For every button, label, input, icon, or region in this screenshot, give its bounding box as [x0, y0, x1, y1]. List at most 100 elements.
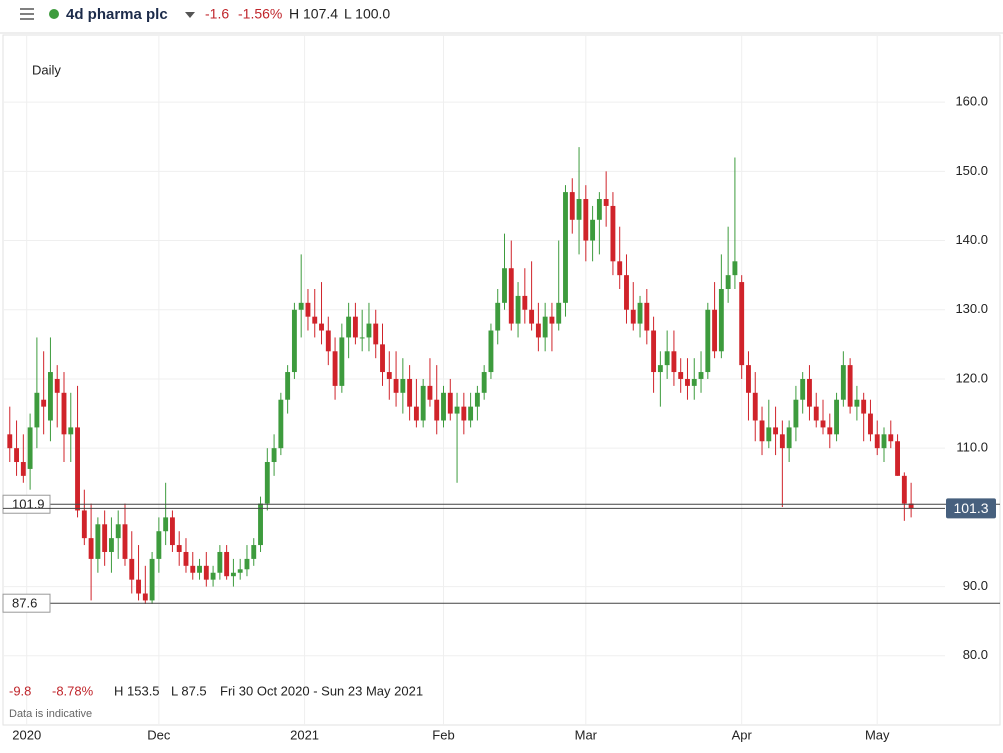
x-tick-label: Apr: [732, 727, 753, 742]
candle-body: [644, 302, 650, 331]
candle-body: [393, 378, 399, 393]
candle-body: [820, 420, 826, 428]
candle-body: [474, 392, 480, 407]
candle-body: [488, 330, 494, 373]
candle-body: [508, 268, 514, 324]
candle-body: [319, 323, 324, 331]
x-tick-label: 2020: [12, 727, 41, 742]
candle-body: [359, 337, 365, 339]
candle-body: [81, 510, 87, 539]
header-change: -1.6: [205, 6, 229, 22]
candle-body: [305, 302, 311, 317]
footer-change: -9.8: [9, 683, 31, 698]
candle-body: [129, 558, 135, 580]
candle-body: [380, 344, 385, 373]
price-label-box: [2, 593, 51, 613]
candle-body: [569, 192, 575, 220]
candle-body: [441, 392, 446, 421]
candle-body: [142, 593, 148, 601]
dropdown-arrow[interactable]: [185, 12, 195, 18]
menu-icon[interactable]: [20, 8, 34, 20]
candle-body: [746, 365, 751, 393]
candle-body: [447, 392, 453, 414]
candle-body: [420, 385, 426, 421]
candle-body: [285, 372, 291, 400]
instrument-name[interactable]: 4d pharma plc: [66, 6, 168, 23]
candle-body: [136, 579, 141, 594]
candle-body: [549, 316, 555, 324]
candle-body: [542, 316, 548, 338]
footer-note: Data is indicative: [9, 708, 92, 720]
candle-body: [861, 399, 867, 414]
candle-body: [786, 427, 792, 449]
candle-body: [624, 275, 629, 310]
candle-body: [718, 288, 724, 352]
y-tick-label: 160.0: [955, 94, 988, 109]
candle-body: [502, 268, 507, 303]
candle-body: [576, 199, 582, 220]
candle-body: [325, 330, 331, 352]
candle-body: [183, 551, 189, 566]
header-high: H 107.4: [289, 6, 338, 22]
candle-body: [630, 309, 636, 324]
candle-body: [468, 406, 474, 421]
candle-body: [807, 378, 812, 407]
status-dot: [49, 9, 59, 19]
candle-body: [705, 309, 711, 373]
candle-body: [759, 420, 765, 442]
candle-body: [366, 323, 372, 338]
candle-body: [563, 192, 568, 303]
candle-body: [651, 330, 657, 373]
candle-body: [332, 351, 338, 386]
candle-body: [68, 427, 74, 435]
x-tick-label: Dec: [147, 727, 171, 742]
y-tick-label: 110.0: [956, 440, 988, 455]
candle-body: [190, 565, 196, 573]
candle-body: [603, 199, 609, 206]
candle-body: [210, 572, 216, 580]
candle-body: [590, 219, 596, 241]
candle-body: [407, 378, 413, 407]
candle-body: [298, 302, 304, 310]
candle-body: [203, 565, 209, 580]
candle-body: [773, 427, 779, 435]
candle-body: [637, 302, 643, 324]
candle-body: [312, 316, 318, 324]
candle-body: [169, 517, 175, 546]
candle-body: [610, 205, 616, 262]
candle-body: [691, 378, 697, 386]
candle-body: [813, 406, 819, 421]
x-tick-label: 2021: [290, 727, 319, 742]
candle-body: [339, 337, 345, 386]
candle-body: [88, 538, 94, 559]
candle-body: [61, 392, 67, 435]
candle-body: [583, 199, 589, 241]
candle-body: [41, 399, 47, 407]
candle-body: [847, 365, 853, 407]
candle-body: [14, 448, 19, 463]
footer-low: L 87.5: [171, 683, 207, 698]
footer-change-pct: -8.78%: [52, 683, 94, 698]
header-low: L 100.0: [344, 6, 390, 22]
candle-body: [671, 351, 677, 373]
candle-body: [197, 565, 202, 573]
candle-body: [20, 462, 26, 476]
last-price-label: 101.3: [953, 500, 988, 516]
candle-body: [47, 372, 53, 421]
candle-body: [224, 551, 230, 577]
y-tick-label: 130.0: [955, 301, 988, 316]
candle-body: [725, 275, 731, 289]
candle-body: [34, 392, 40, 428]
candle-body: [685, 378, 690, 386]
last-price-box: [946, 498, 996, 519]
candle-body: [237, 569, 243, 573]
price-line-label: 87.6: [12, 596, 37, 611]
x-tick-label: May: [865, 727, 890, 742]
candle-body: [434, 399, 440, 421]
interval-label: Daily: [32, 62, 61, 77]
candle-body: [244, 558, 250, 570]
y-tick-label: 80.0: [963, 647, 988, 662]
candle-body: [732, 261, 738, 276]
candle-body: [230, 572, 236, 577]
candle-body: [291, 309, 297, 373]
